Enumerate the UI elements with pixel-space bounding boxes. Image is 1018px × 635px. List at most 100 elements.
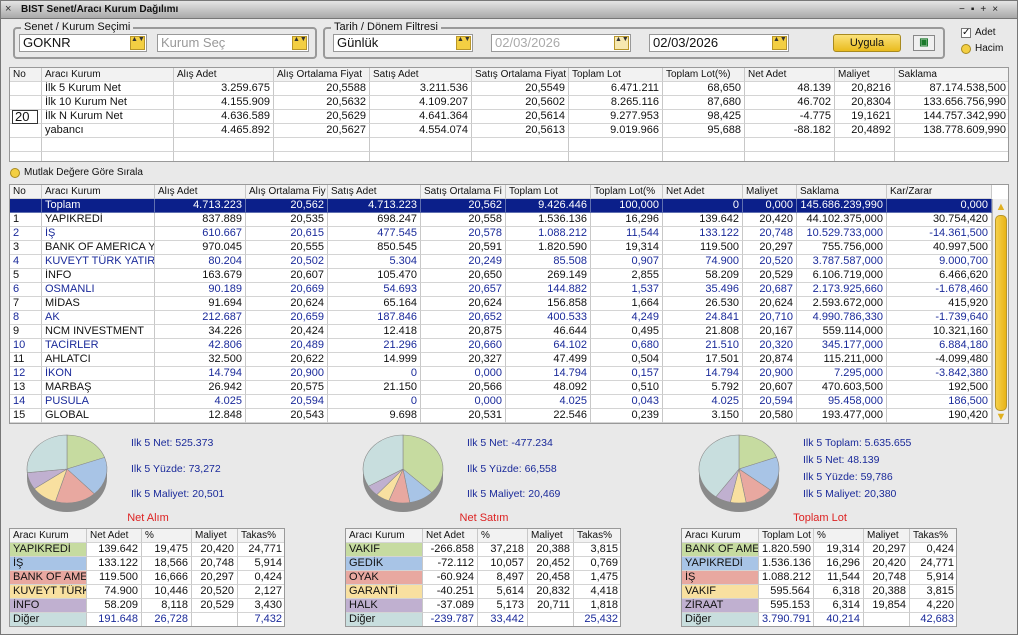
- total-cell: 20,562: [421, 199, 506, 213]
- close-icon[interactable]: ×: [5, 3, 12, 15]
- table-cell: AHLATCI: [42, 353, 155, 367]
- total-cell: 0,000: [887, 199, 992, 213]
- table-cell: 34.226: [155, 325, 246, 339]
- table-cell: 1.536.136: [506, 213, 591, 227]
- pie-slice: [362, 434, 404, 487]
- table-cell: 20,502: [246, 255, 328, 269]
- scroll-up[interactable]: ▲: [995, 201, 1007, 213]
- table-cell: 2,127: [238, 585, 284, 599]
- table-cell: 0,769: [574, 557, 620, 571]
- table-cell: 20,748: [743, 227, 797, 241]
- table-cell: 24.841: [663, 311, 743, 325]
- header-cell: Aracı Kurum: [346, 529, 423, 543]
- panel-title: Net Alım: [127, 512, 169, 524]
- table-cell: [42, 138, 174, 152]
- table-cell: 20,5627: [274, 124, 370, 138]
- sort-label: Mutlak Değere Göre Sırala: [24, 167, 143, 178]
- table-cell: 20,388: [864, 585, 910, 599]
- table-cell: GLOBAL: [42, 409, 155, 423]
- table-cell: 20,520: [192, 585, 238, 599]
- table-cell: 20,875: [421, 325, 506, 339]
- table-cell: 74.900: [663, 255, 743, 269]
- table-cell: 14.794: [663, 367, 743, 381]
- radio[interactable]: [10, 168, 20, 178]
- scroll-down[interactable]: ▼: [995, 411, 1007, 423]
- group-label: Tarih / Dönem Filtresi: [331, 20, 441, 34]
- total-cell: 0: [663, 199, 743, 213]
- table-cell: -1.678,460: [887, 283, 992, 297]
- table-cell: 20,748: [864, 571, 910, 585]
- apply-button[interactable]: Uygula: [833, 34, 901, 52]
- kurum-combo[interactable]: Kurum Seç ▲▼: [157, 34, 309, 52]
- total-cell: 4.713.223: [328, 199, 421, 213]
- table-cell: 20,420: [192, 543, 238, 557]
- table-cell: 4.109.207: [370, 96, 472, 110]
- stat-text: Ilk 5 Net: 525.373: [131, 437, 214, 449]
- dropdown-button[interactable]: ▲▼: [772, 36, 787, 50]
- radio[interactable]: [961, 44, 971, 54]
- table-cell: 5.792: [663, 381, 743, 395]
- header-cell: Maliyet: [864, 529, 910, 543]
- table-cell: 4.025: [155, 395, 246, 409]
- table-cell: [370, 138, 472, 152]
- n-input[interactable]: 20: [12, 110, 38, 124]
- table-cell: 595.153: [759, 599, 814, 613]
- header-cell: Net Adet: [663, 185, 743, 199]
- table-cell: [10, 96, 42, 110]
- table-cell: [10, 138, 42, 152]
- table-cell: 58.209: [87, 599, 142, 613]
- dropdown-button[interactable]: ▲▼: [456, 36, 471, 50]
- window-controls[interactable]: −▪+×: [959, 4, 1005, 15]
- header-cell: Maliyet: [192, 529, 238, 543]
- table-cell: 0,043: [591, 395, 663, 409]
- table-cell: 20,452: [528, 557, 574, 571]
- table-cell: 91.694: [155, 297, 246, 311]
- table-cell: 11,544: [814, 571, 864, 585]
- table-cell: VAKIF: [346, 543, 423, 557]
- pie-slice: [26, 434, 68, 473]
- table-cell: 64.102: [506, 339, 591, 353]
- table-cell: 415,920: [887, 297, 992, 311]
- table-cell: [472, 152, 569, 161]
- table-cell: 5,914: [238, 557, 284, 571]
- table-cell: 24,771: [238, 543, 284, 557]
- table-cell: 4,220: [910, 599, 956, 613]
- total-cell: 0,000: [743, 199, 797, 213]
- table-cell: 7.295,000: [797, 367, 887, 381]
- table-cell: 6.106.719,000: [797, 269, 887, 283]
- scroll-thumb[interactable]: [995, 215, 1007, 411]
- period-combo[interactable]: Günlük ▲▼: [333, 34, 473, 52]
- dropdown-button[interactable]: ▲▼: [614, 36, 629, 50]
- table-cell: 22.546: [506, 409, 591, 423]
- total-cell: 145.686.239,990: [797, 199, 887, 213]
- table-cell: 4,418: [574, 585, 620, 599]
- table-cell: 9.000,700: [887, 255, 992, 269]
- table-cell: 25,432: [574, 613, 620, 626]
- table-cell: 11: [10, 353, 42, 367]
- pie: [26, 434, 108, 504]
- table-cell: 20,615: [246, 227, 328, 241]
- date-to[interactable]: 02/03/2026 ▲▼: [649, 34, 789, 52]
- header-cell: Maliyet: [835, 68, 895, 82]
- table-cell: İlk 10 Kurum Net: [42, 96, 174, 110]
- table-cell: 24,771: [910, 557, 956, 571]
- table-cell: 19,314: [591, 241, 663, 255]
- dropdown-button[interactable]: ▲▼: [292, 36, 307, 50]
- checkbox[interactable]: ✓: [961, 27, 971, 38]
- dropdown-button[interactable]: ▲▼: [130, 36, 145, 50]
- table-cell: 269.149: [506, 269, 591, 283]
- table-cell: 3.790.791: [759, 613, 814, 626]
- header-cell: No: [10, 68, 42, 82]
- date-from[interactable]: 02/03/2026 ▲▼: [491, 34, 631, 52]
- table-cell: BANK OF AME: [682, 543, 759, 557]
- table-cell: 17.501: [663, 353, 743, 367]
- check-label: Adet: [975, 27, 996, 38]
- table-cell: 26.530: [663, 297, 743, 311]
- table-cell: 20,520: [743, 255, 797, 269]
- table-cell: 20,900: [246, 367, 328, 381]
- table-cell: 9.277.953: [569, 110, 663, 124]
- table-cell: 20,543: [246, 409, 328, 423]
- excel-button[interactable]: ▣: [913, 35, 935, 51]
- table-cell: [835, 152, 895, 161]
- senet-combo[interactable]: GOKNR ▲▼: [19, 34, 147, 52]
